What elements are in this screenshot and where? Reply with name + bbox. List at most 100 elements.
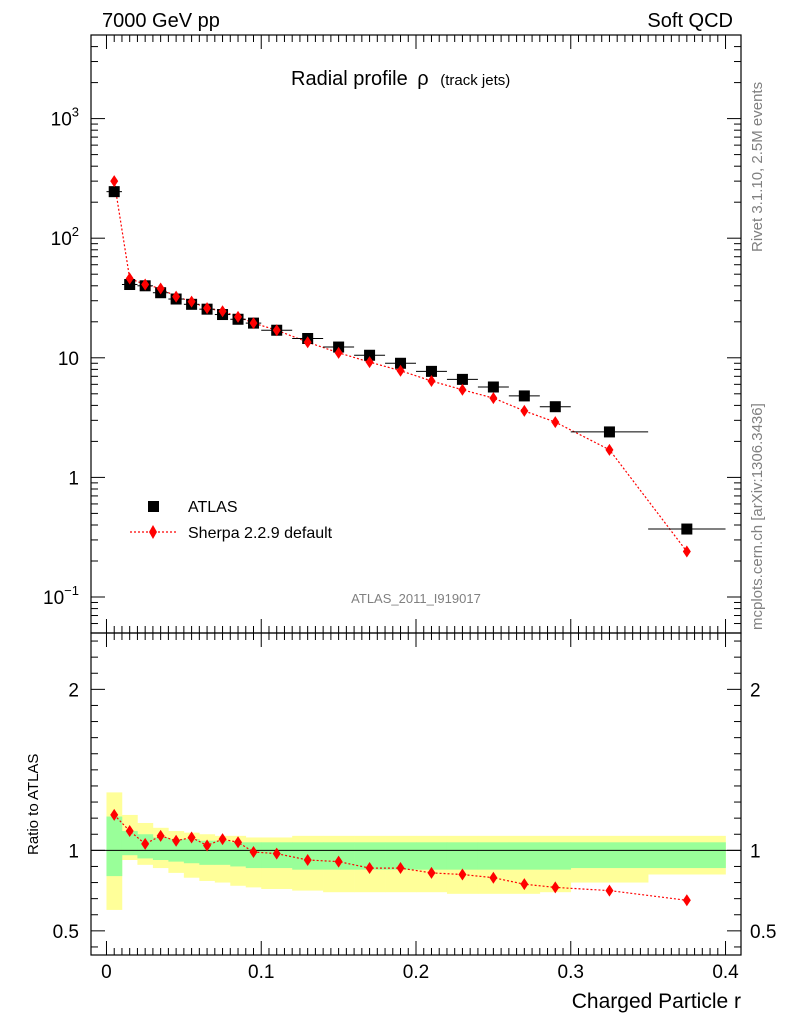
- ratio-y-tick-label-right: 2: [750, 680, 761, 701]
- ratio-sherpa-point: [218, 833, 227, 846]
- ratio-sherpa-point: [234, 836, 243, 849]
- sherpa-point: [682, 545, 691, 558]
- green-band-bin: [183, 839, 200, 864]
- green-band-bin: [539, 842, 572, 870]
- ratio-sherpa-point: [520, 878, 529, 891]
- sherpa-point: [218, 305, 227, 318]
- ratio-sherpa-point: [272, 847, 281, 860]
- sherpa-point: [234, 310, 243, 323]
- green-band-bin: [230, 842, 247, 867]
- ratio-y-tick-label-left: 1: [68, 841, 79, 862]
- sherpa-point: [458, 383, 467, 396]
- sherpa-point: [272, 324, 281, 337]
- ratio-y-axis-label: Ratio to ATLAS: [25, 754, 42, 855]
- atlas-point: [549, 401, 561, 413]
- green-band-bin: [570, 842, 649, 869]
- ratio-sherpa-point: [489, 871, 498, 884]
- ratio-sherpa-point: [334, 855, 343, 868]
- ratio-uncertainty-bands: [106, 792, 726, 910]
- x-axis-label: Charged Particle r: [572, 990, 741, 1013]
- sherpa-point: [334, 346, 343, 359]
- sherpa-point: [110, 175, 119, 188]
- green-band-bin: [121, 831, 138, 856]
- legend-atlas-marker: [148, 501, 159, 512]
- main-y-tick-label: 102: [51, 224, 79, 250]
- ratio-sherpa-point: [203, 839, 212, 852]
- sherpa-point: [187, 295, 196, 308]
- legend-atlas-label: ATLAS: [188, 499, 238, 516]
- ratio-sherpa-point: [303, 854, 312, 867]
- sherpa-point: [141, 278, 150, 291]
- green-band-bin: [199, 840, 216, 865]
- ratio-sherpa-point: [125, 825, 134, 838]
- sherpa-point: [125, 272, 134, 285]
- main-y-tick-label: 1: [68, 468, 79, 489]
- main-y-tick-label: 103: [51, 105, 79, 131]
- atlas-point: [456, 373, 468, 385]
- ratio-sherpa-point: [172, 834, 181, 847]
- green-band-bin: [648, 842, 726, 869]
- x-tick-label: 0.4: [712, 962, 739, 983]
- ratio-y-tick-label-right: 1: [750, 841, 761, 862]
- sherpa-point: [520, 404, 529, 417]
- ratio-y-tick-label-right: 0.5: [750, 922, 776, 943]
- atlas-point: [425, 365, 437, 377]
- ratio-sherpa-point: [156, 829, 165, 842]
- ratio-sherpa-point: [605, 884, 614, 897]
- atlas-point: [603, 426, 615, 438]
- atlas-point: [518, 390, 530, 402]
- ratio-sherpa-point: [682, 894, 691, 907]
- legend-sherpa-label: Sherpa 2.2.9 default: [188, 525, 333, 542]
- sherpa-point: [396, 364, 405, 377]
- ratio-sherpa-point: [249, 845, 258, 858]
- main-y-tick-label: 10−1: [43, 583, 79, 609]
- green-band-bin: [477, 842, 510, 870]
- ratio-sherpa-point: [396, 862, 405, 875]
- sherpa-point: [489, 392, 498, 405]
- ratio-sherpa-line: [113, 814, 687, 901]
- sherpa-point: [605, 443, 614, 456]
- sherpa-point: [203, 302, 212, 315]
- atlas-point: [108, 186, 120, 198]
- sherpa-point: [156, 282, 165, 295]
- green-band-bin: [416, 842, 448, 870]
- atlas-point: [487, 381, 499, 393]
- ratio-sherpa-point: [551, 881, 560, 894]
- main-plot-ticks: [91, 34, 741, 634]
- ratio-sherpa-point: [427, 866, 436, 879]
- x-tick-label: 0: [101, 962, 112, 983]
- ratio-y-tick-labels: 2 2 1 1 0.5 0.5: [53, 680, 777, 943]
- main-title-text: Radial profile: [291, 68, 408, 90]
- main-title-symbol: ρ: [417, 68, 428, 90]
- ratio-y-tick-label-left: 0.5: [53, 922, 79, 943]
- x-tick-labels: 0 0.1 0.2 0.3 0.4: [101, 962, 739, 983]
- legend-sherpa-marker: [149, 525, 157, 539]
- header-left: 7000 GeV pp: [102, 10, 220, 32]
- green-band-bin: [446, 842, 479, 870]
- x-tick-label: 0.3: [558, 962, 584, 983]
- green-band-bin: [152, 837, 169, 861]
- sherpa-point: [365, 356, 374, 369]
- x-tick-label: 0.1: [248, 962, 274, 983]
- atlas-point: [395, 357, 407, 369]
- ratio-sherpa-point: [141, 837, 150, 850]
- ratio-sherpa-point: [187, 831, 196, 844]
- x-tick-label: 0.2: [403, 962, 429, 983]
- ratio-plot-series: [110, 808, 691, 907]
- ratio-plot-frame: [90, 632, 742, 956]
- green-band-bin: [508, 842, 541, 870]
- analysis-id-label: ATLAS_2011_I919017: [351, 591, 481, 606]
- atlas-point: [364, 349, 376, 361]
- header-right: Soft QCD: [647, 10, 733, 32]
- sherpa-point: [551, 416, 560, 429]
- legend: ATLAS Sherpa 2.2.9 default: [130, 499, 333, 542]
- main-plot-series: [106, 175, 726, 558]
- sherpa-point: [172, 290, 181, 303]
- main-plot-title: Radial profile ρ (track jets): [291, 68, 510, 90]
- main-title-suffix: (track jets): [440, 72, 510, 89]
- sherpa-point: [427, 374, 436, 387]
- sherpa-point: [303, 336, 312, 349]
- ratio-sherpa-point: [110, 808, 119, 821]
- rivet-version-label: Rivet 3.1.10, 2.5M events: [749, 82, 766, 252]
